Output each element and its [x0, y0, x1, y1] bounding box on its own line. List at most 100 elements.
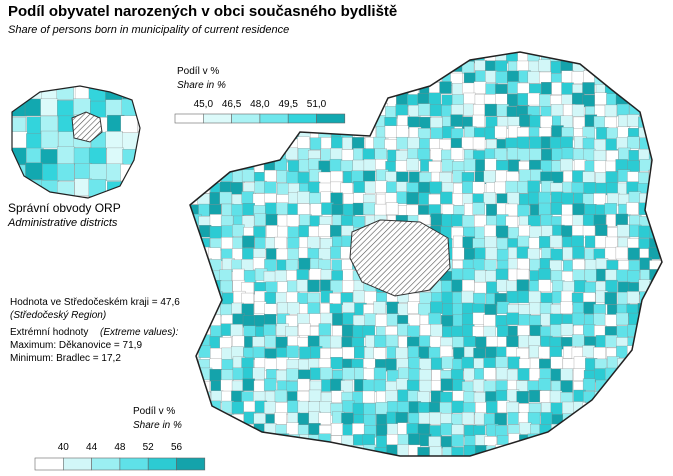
municipality-cell — [330, 378, 343, 392]
municipality-cell — [639, 400, 652, 414]
legend-swatch — [287, 113, 317, 124]
municipality-cell — [220, 52, 233, 63]
municipality-cell — [274, 270, 288, 283]
municipality-cell — [505, 203, 519, 217]
municipality-cell — [572, 203, 585, 216]
municipality-cell — [384, 455, 397, 456]
municipality-cell — [639, 436, 652, 449]
municipality-cell — [428, 312, 441, 326]
municipality-cell — [343, 458, 355, 470]
municipality-cell — [386, 313, 400, 326]
municipality-cell — [364, 455, 377, 456]
municipality-cell — [219, 337, 232, 350]
municipality-cell — [605, 335, 618, 348]
municipality-cell — [276, 248, 289, 262]
municipality-cell — [649, 401, 662, 414]
municipality-cell — [299, 346, 312, 359]
municipality-cell — [628, 191, 642, 204]
municipality-cell — [286, 82, 299, 95]
municipality-cell — [210, 325, 223, 338]
municipality-cell — [472, 104, 486, 117]
municipality-cell — [495, 389, 509, 403]
inset-label: Správní obvody ORP — [8, 201, 121, 215]
municipality-cell — [560, 323, 574, 336]
municipality-cell — [230, 182, 243, 195]
municipality-cell — [595, 258, 609, 271]
municipality-cell — [582, 214, 596, 227]
municipality-cell — [243, 138, 256, 151]
municipality-cell — [538, 268, 551, 281]
municipality-cell — [264, 181, 277, 194]
legend-swatch — [316, 113, 346, 124]
municipality-cell — [231, 401, 245, 414]
municipality-cell — [627, 136, 640, 149]
inset-legend-title: Podíl v % — [177, 66, 219, 77]
municipality-cell — [585, 457, 597, 469]
municipality-cell — [659, 392, 662, 405]
municipality-cell — [451, 400, 464, 414]
municipality-cell — [190, 181, 199, 195]
municipality-cell — [418, 52, 431, 64]
municipality-cell — [253, 413, 266, 426]
municipality-cell — [252, 257, 266, 270]
municipality-cell — [527, 71, 541, 84]
title: Podíl obyvatel narozených v obci současn… — [8, 3, 397, 20]
municipality-cell — [264, 71, 278, 85]
municipality-cell — [385, 106, 398, 119]
municipality-cell — [661, 424, 662, 437]
municipality-cell — [307, 279, 320, 293]
municipality-cell — [374, 203, 387, 217]
municipality-cell — [340, 126, 353, 139]
municipality-cell — [232, 147, 246, 160]
municipality-cell — [637, 412, 651, 425]
municipality-cell — [497, 325, 510, 338]
municipality-cell — [375, 180, 388, 194]
municipality-cell — [397, 444, 410, 456]
municipality-cell — [386, 60, 399, 74]
municipality-cell — [593, 347, 606, 360]
municipality-cell — [606, 411, 619, 424]
municipality-cell — [451, 325, 464, 339]
municipality-cell — [352, 423, 365, 436]
municipality-cell — [540, 160, 553, 173]
municipality-cell — [221, 457, 233, 469]
municipality-cell — [418, 103, 431, 116]
municipality-cell — [549, 435, 563, 448]
municipality-cell — [550, 324, 563, 337]
legend-break-label: 44 — [86, 442, 98, 453]
municipality-cell — [660, 236, 662, 249]
municipality-cell — [219, 160, 233, 173]
municipality-cell — [276, 446, 289, 456]
municipality-cell — [648, 302, 661, 315]
municipality-cell — [190, 258, 200, 271]
municipality-cell — [396, 70, 410, 83]
municipality-cell — [649, 412, 662, 425]
municipality-cell — [198, 446, 211, 456]
municipality-cell — [451, 279, 464, 293]
municipality-cell — [649, 52, 662, 64]
municipality-cell — [88, 86, 107, 102]
municipality-cell — [483, 367, 496, 380]
municipality-cell — [57, 100, 75, 118]
municipality-cell — [362, 103, 376, 117]
municipality-cell — [231, 204, 244, 217]
municipality-cell — [363, 170, 376, 183]
municipality-cell — [618, 380, 631, 394]
municipality-cell — [420, 458, 432, 470]
municipality-cell — [297, 400, 311, 414]
municipality-cell — [243, 401, 256, 414]
municipality-cell — [373, 136, 386, 150]
municipality-cell — [364, 313, 377, 326]
municipality-cell — [406, 192, 419, 205]
municipality-cell — [373, 379, 387, 393]
municipality-cell — [594, 391, 607, 404]
municipality-cell — [627, 270, 640, 283]
municipality-cell — [462, 215, 475, 228]
municipality-cell — [321, 444, 334, 456]
municipality-cell — [419, 369, 432, 382]
municipality-cell — [540, 214, 553, 228]
municipality-cell — [243, 433, 256, 446]
municipality-cell — [550, 104, 564, 117]
municipality-cell — [439, 345, 453, 359]
municipality-cell — [199, 434, 212, 447]
